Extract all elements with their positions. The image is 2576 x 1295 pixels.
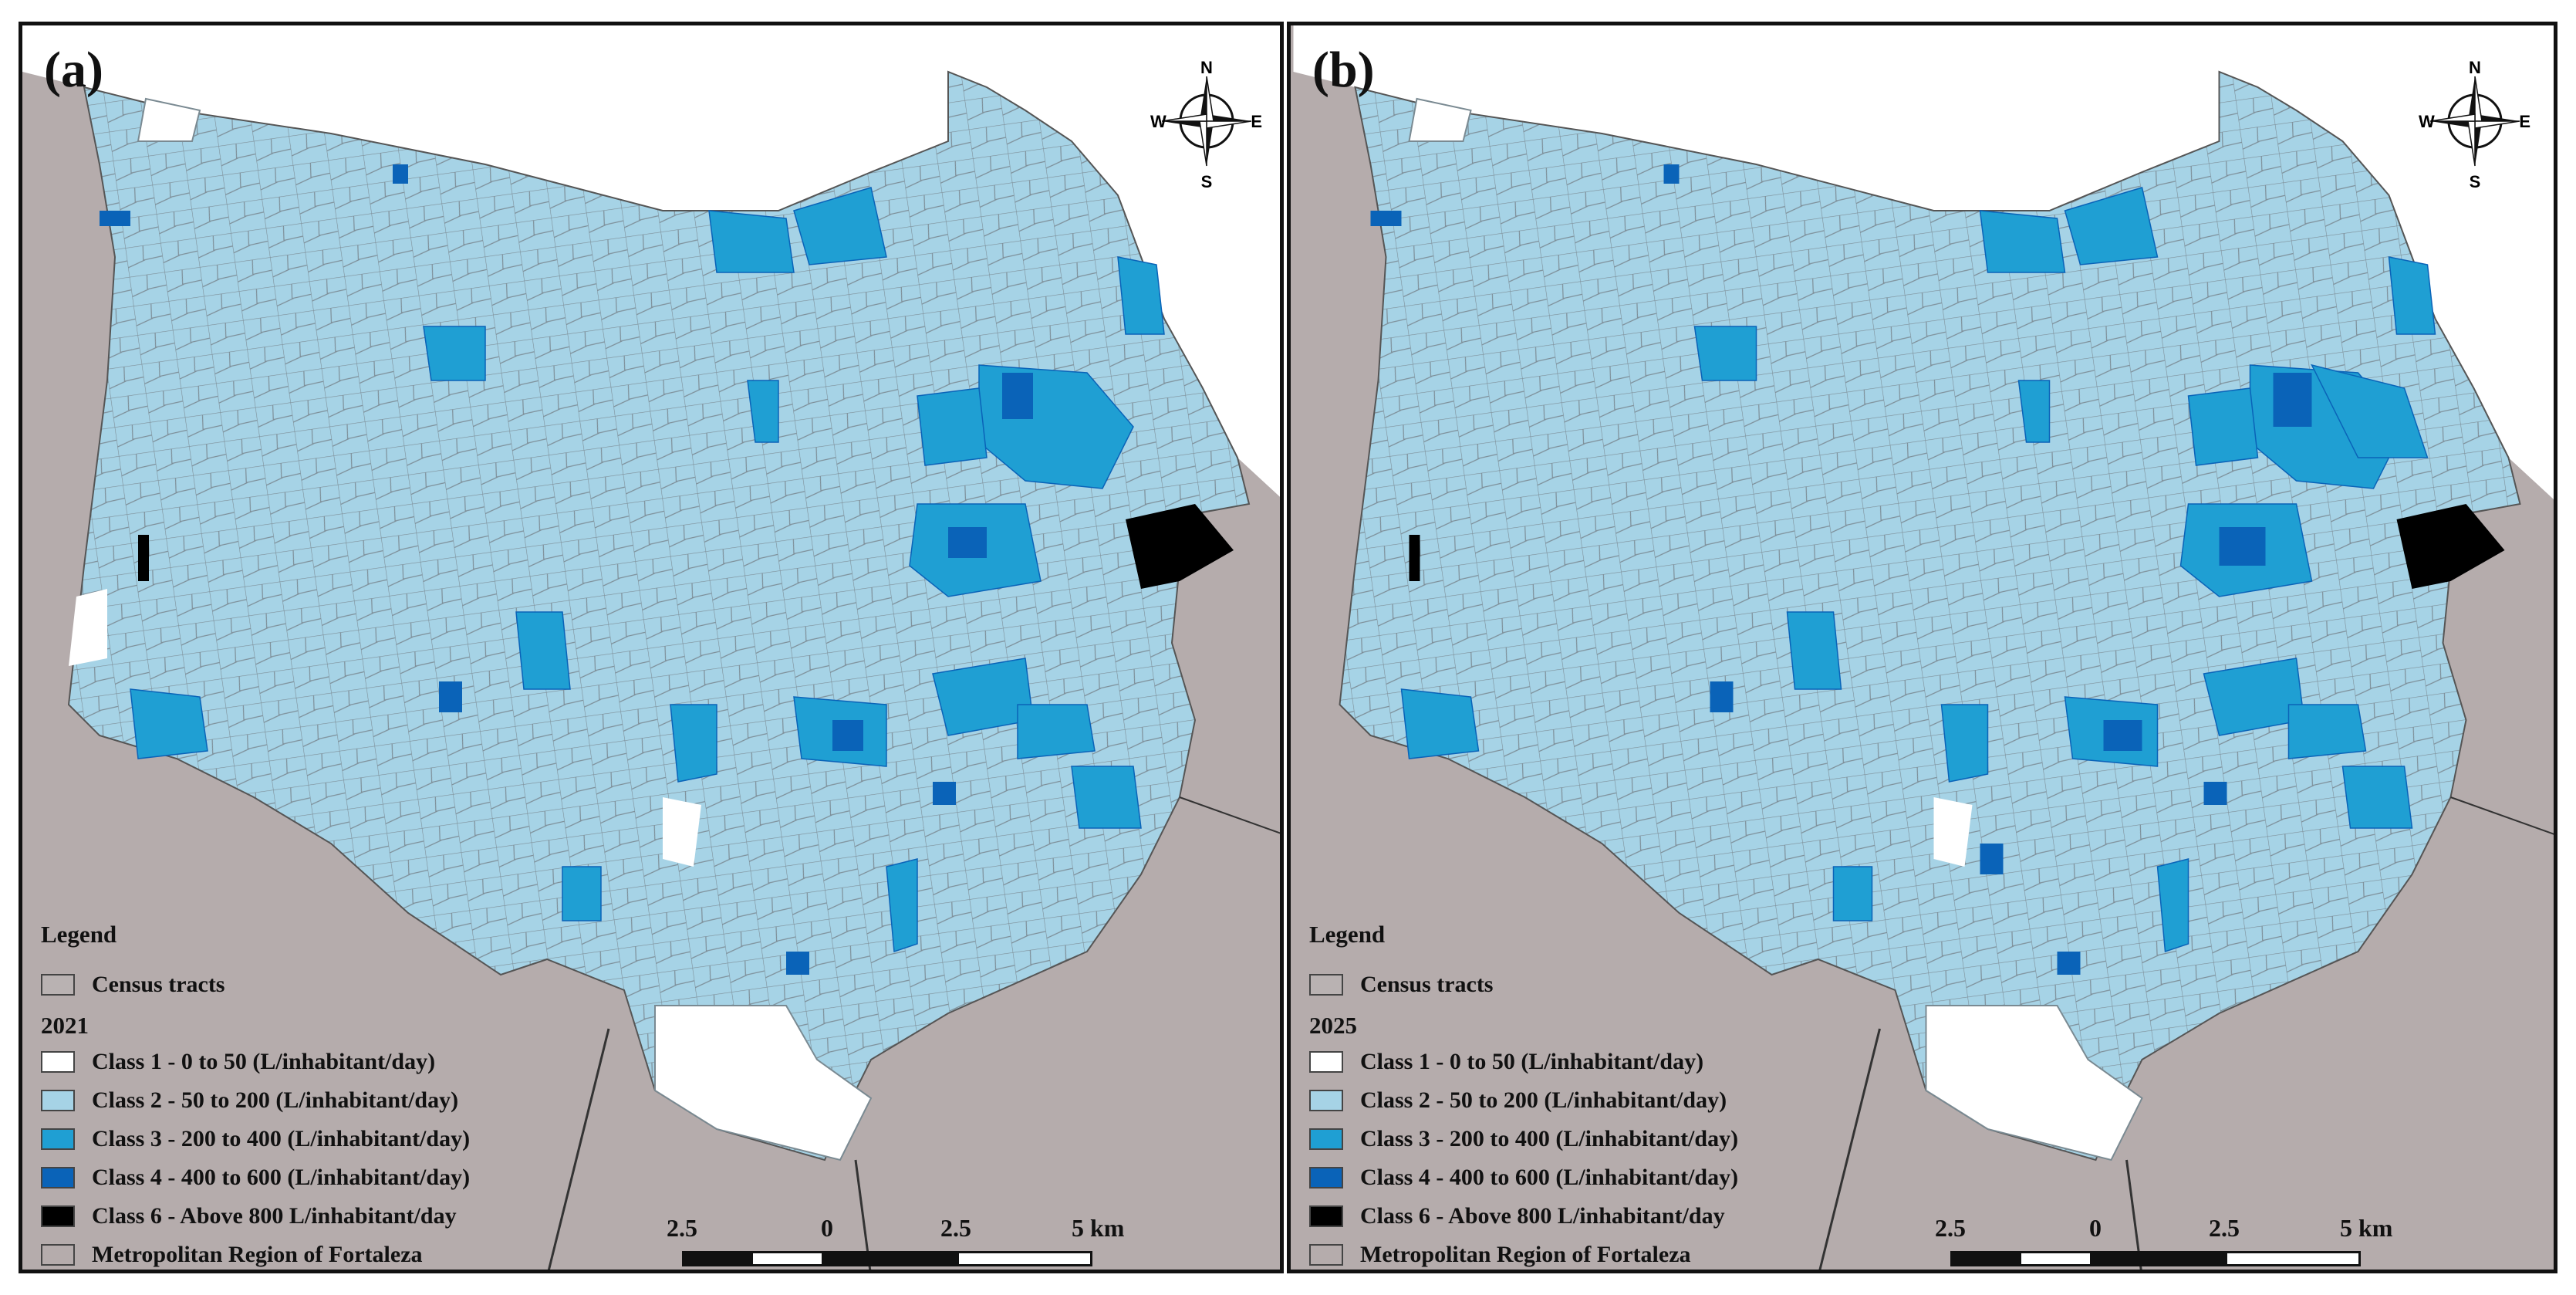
legend-year: 2025 bbox=[1309, 1012, 1357, 1039]
legend-item-class2: Class 2 - 50 to 200 (L/inhabitant/day) bbox=[41, 1081, 627, 1120]
compass-w: W bbox=[2419, 112, 2435, 131]
compass-n: N bbox=[2469, 59, 2481, 77]
choropleth-map bbox=[1293, 25, 2554, 1270]
class1-region bbox=[1925, 1005, 2143, 1161]
compass-w: W bbox=[1150, 112, 1166, 131]
class1-region bbox=[654, 1005, 873, 1161]
legend-item-class2: Class 2 - 50 to 200 (L/inhabitant/day) bbox=[1309, 1081, 1896, 1120]
map-panel-b: (b) N S E W Legend Census tracts 2025 Cl… bbox=[1287, 22, 2557, 1273]
scale-bar: 2.5 0 2.5 5 km bbox=[667, 1214, 1129, 1268]
legend-item-class4: Class 4 - 400 to 600 (L/inhabitant/day) bbox=[1309, 1158, 1896, 1197]
census-tracts-swatch bbox=[41, 974, 75, 996]
legend-item-metro-region: Metropolitan Region of Fortaleza bbox=[41, 1236, 627, 1270]
class6-region bbox=[2396, 504, 2505, 589]
compass-e: E bbox=[2519, 112, 2530, 131]
legend-title: Legend bbox=[1309, 921, 1386, 948]
legend-item-census-tracts: Census tracts bbox=[41, 965, 627, 1004]
map-panel-a: (a) N S E W Legend Census tracts 2021 Cl… bbox=[19, 22, 1284, 1273]
north-arrow-icon: N S E W bbox=[2419, 59, 2530, 191]
north-arrow-icon: N S E W bbox=[1150, 59, 1262, 191]
compass-s: S bbox=[2470, 172, 2481, 191]
class6-region bbox=[1126, 504, 1234, 589]
compass-e: E bbox=[1251, 112, 1262, 131]
sea-area bbox=[22, 25, 1280, 497]
legend-item-class3: Class 3 - 200 to 400 (L/inhabitant/day) bbox=[1309, 1120, 1896, 1158]
panel-label: (a) bbox=[44, 42, 103, 98]
legend-item-class4: Class 4 - 400 to 600 (L/inhabitant/day) bbox=[41, 1158, 627, 1197]
legend-year: 2021 bbox=[41, 1012, 89, 1039]
map-legend: Legend Census tracts 2021 Class 1 - 0 to… bbox=[41, 921, 627, 1270]
map-legend: Legend Census tracts 2025 Class 1 - 0 to… bbox=[1309, 921, 1896, 1270]
legend-item-class6: Class 6 - Above 800 L/inhabitant/day bbox=[1309, 1197, 1896, 1236]
choropleth-map bbox=[22, 25, 1280, 1270]
legend-item-class1: Class 1 - 0 to 50 (L/inhabitant/day) bbox=[41, 1043, 627, 1081]
sea-area bbox=[1293, 25, 2554, 499]
compass-n: N bbox=[1200, 59, 1213, 77]
legend-item-census-tracts: Census tracts bbox=[1309, 965, 1896, 1004]
legend-item-class6: Class 6 - Above 800 L/inhabitant/day bbox=[41, 1197, 627, 1236]
legend-item-class1: Class 1 - 0 to 50 (L/inhabitant/day) bbox=[1309, 1043, 1896, 1081]
class4-regions bbox=[1370, 164, 2312, 975]
panel-label: (b) bbox=[1312, 42, 1375, 98]
scale-bar: 2.5 0 2.5 5 km bbox=[1935, 1214, 2398, 1268]
legend-item-metro-region: Metropolitan Region of Fortaleza bbox=[1309, 1236, 1896, 1270]
class4-regions bbox=[100, 164, 1033, 975]
compass-s: S bbox=[1201, 172, 1213, 191]
legend-title: Legend bbox=[41, 921, 117, 948]
legend-item-class3: Class 3 - 200 to 400 (L/inhabitant/day) bbox=[41, 1120, 627, 1158]
census-tracts-swatch bbox=[1309, 974, 1343, 996]
